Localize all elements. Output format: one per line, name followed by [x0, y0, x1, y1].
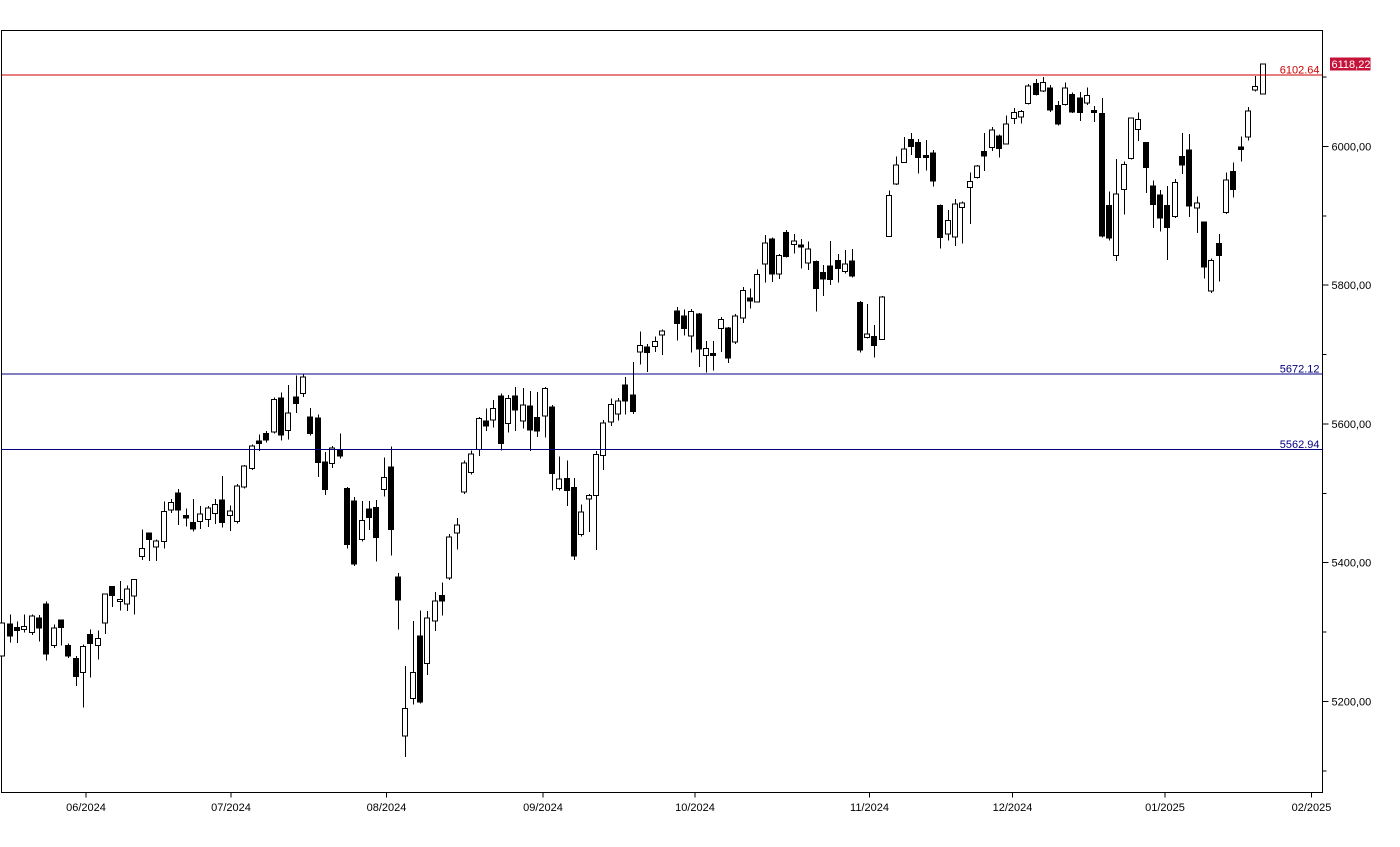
- svg-text:01/2025: 01/2025: [1145, 802, 1185, 814]
- svg-text:6102.64: 6102.64: [1280, 65, 1320, 77]
- svg-text:11/2024: 11/2024: [850, 802, 889, 814]
- svg-text:09/2024: 09/2024: [523, 802, 563, 814]
- svg-text:5600,00: 5600,00: [1332, 419, 1372, 431]
- svg-text:12/2024: 12/2024: [993, 802, 1033, 814]
- svg-text:5200,00: 5200,00: [1332, 697, 1372, 709]
- svg-text:6000,00: 6000,00: [1332, 141, 1372, 153]
- svg-text:5400,00: 5400,00: [1332, 558, 1372, 570]
- svg-text:07/2024: 07/2024: [211, 802, 251, 814]
- svg-text:5672.12: 5672.12: [1280, 363, 1320, 375]
- svg-text:06/2024: 06/2024: [66, 802, 106, 814]
- svg-text:6118,22: 6118,22: [1332, 59, 1371, 71]
- svg-text:08/2024: 08/2024: [367, 802, 407, 814]
- svg-text:02/2025: 02/2025: [1292, 802, 1332, 814]
- svg-text:10/2024: 10/2024: [675, 802, 715, 814]
- svg-text:5800,00: 5800,00: [1332, 280, 1372, 292]
- svg-text:5562.94: 5562.94: [1280, 439, 1320, 451]
